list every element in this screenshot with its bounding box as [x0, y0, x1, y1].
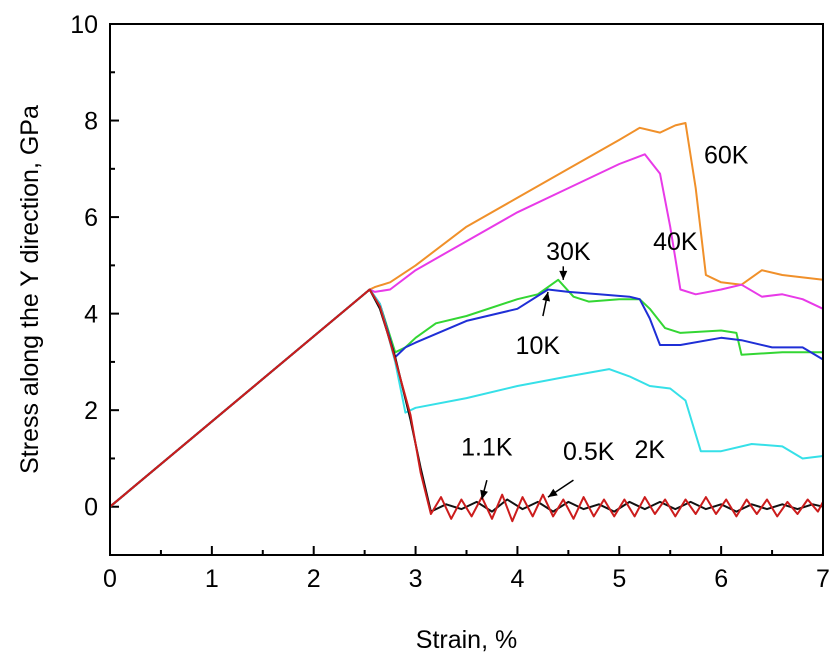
series-line-1.1K	[109, 288, 824, 513]
plot-frame	[109, 23, 824, 556]
series-label-1.1K: 1.1K	[461, 433, 513, 461]
annotation-arrows	[480, 266, 574, 500]
x-axis-title: Strain, %	[416, 626, 517, 654]
series-label-0.5K: 0.5K	[563, 438, 615, 466]
x-tick-label: 6	[714, 565, 728, 593]
y-tick-label: 2	[84, 397, 98, 425]
series-line-30K	[109, 278, 823, 508]
arrow-head	[480, 489, 488, 500]
series-line-0.5K	[109, 288, 824, 523]
annotation-labels: 60K 40K 30K 10K 2K 1.1K 0.5K	[461, 141, 749, 466]
y-tick-label: 8	[84, 108, 98, 136]
series-label-60K: 60K	[704, 141, 749, 169]
y-axis-title: Stress along the Y direction, GPa	[16, 105, 44, 474]
series-line-40K	[109, 153, 824, 508]
series-line-10K	[109, 288, 824, 508]
y-tick-label: 0	[84, 494, 98, 522]
y-tick-label: 6	[84, 204, 98, 232]
y-tick-label: 4	[84, 301, 98, 329]
x-tick-label: 3	[409, 565, 423, 593]
x-tick-label: 5	[612, 565, 626, 593]
x-tick-label: 2	[307, 565, 321, 593]
series-label-40K: 40K	[653, 228, 698, 256]
series-line-60K	[109, 122, 824, 508]
y-tick-label: 10	[70, 11, 98, 39]
series-lines	[109, 122, 824, 523]
series-label-10K: 10K	[516, 332, 561, 360]
x-tick-label: 7	[816, 565, 830, 593]
arrow-head	[559, 270, 568, 280]
series-label-2K: 2K	[635, 436, 666, 464]
axis-ticks: 0 1 2 3 4 5 6 7 0 2 4 6 8 10	[70, 11, 830, 593]
x-tick-label: 4	[510, 565, 524, 593]
x-tick-label: 1	[205, 565, 219, 593]
x-tick-label: 0	[103, 565, 117, 593]
arrow-head	[542, 291, 551, 302]
arrow-head	[547, 488, 558, 498]
series-label-30K: 30K	[546, 238, 591, 266]
series-line-2K	[109, 288, 824, 508]
